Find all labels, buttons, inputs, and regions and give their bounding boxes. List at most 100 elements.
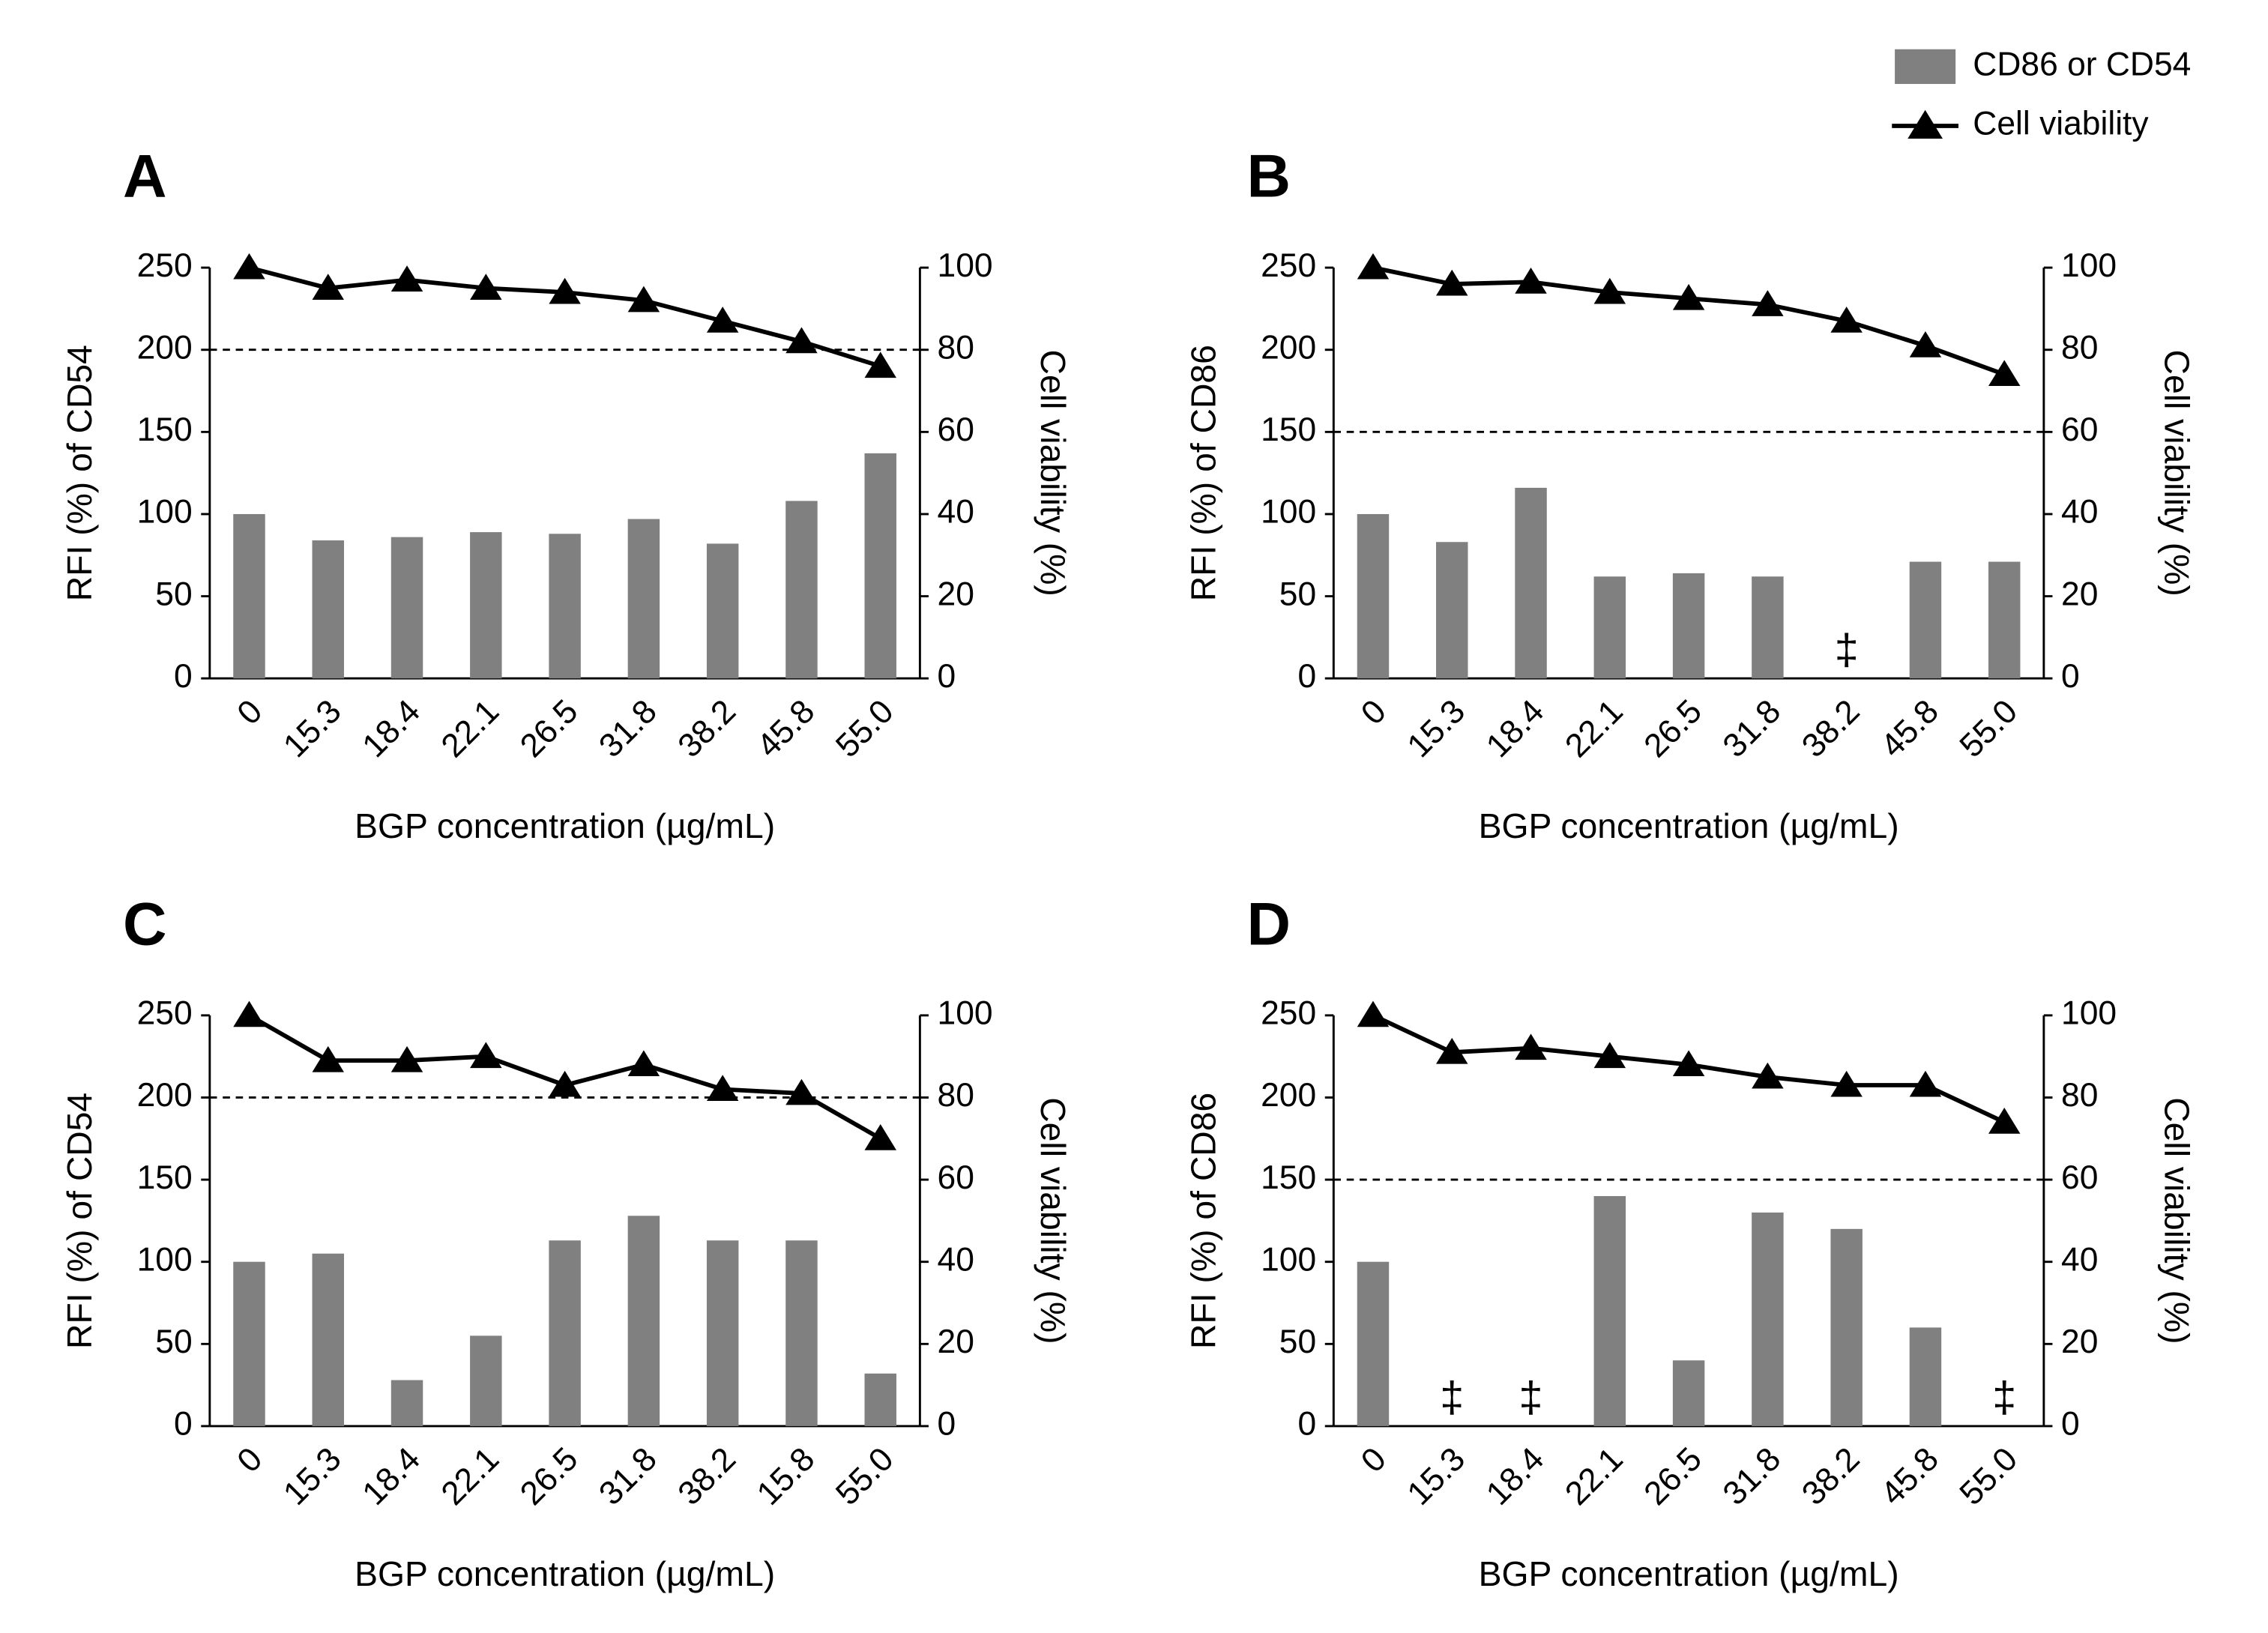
bar [470, 1335, 502, 1426]
viability-marker [1909, 330, 1942, 357]
y2-tick-label: 20 [938, 1323, 974, 1360]
viability-marker [1436, 269, 1468, 296]
bar [864, 1373, 896, 1426]
y-axis-title: RFI (%) of CD86 [1184, 345, 1223, 601]
bar [549, 534, 581, 679]
y2-tick-label: 40 [938, 1241, 974, 1278]
viability-marker [1515, 1033, 1547, 1060]
y2-tick-label: 60 [2061, 411, 2098, 448]
viability-marker [1672, 283, 1705, 310]
y-tick-label: 200 [137, 329, 193, 366]
viability-marker [390, 1045, 423, 1072]
y2-tick-label: 0 [2061, 658, 2080, 695]
y2-tick-label: 60 [938, 1159, 974, 1196]
viability-marker [1436, 1037, 1468, 1064]
y-tick-label: 150 [137, 1159, 193, 1196]
y-tick-label: 250 [137, 247, 193, 284]
y2-tick-label: 0 [938, 658, 956, 695]
legend-marker [1907, 109, 1943, 139]
y-tick-label: 250 [1261, 995, 1316, 1032]
viability-marker [1357, 1000, 1390, 1027]
panel-label: C [123, 890, 167, 958]
y-tick-label: 200 [1261, 329, 1316, 366]
bar [1436, 542, 1468, 679]
y-tick-label: 100 [137, 1241, 193, 1278]
viability-marker [864, 1123, 896, 1150]
viability-marker [312, 1045, 344, 1072]
y-tick-label: 150 [1261, 411, 1316, 448]
viability-marker [233, 253, 265, 280]
viability-marker [627, 1050, 660, 1077]
viability-marker [1988, 1108, 2021, 1134]
y-tick-label: 0 [1297, 658, 1316, 695]
x-axis-title: BGP concentration (µg/mL) [1479, 1554, 1899, 1593]
bar-label: ‡ [1440, 1373, 1464, 1421]
y2-tick-label: 80 [2061, 329, 2098, 366]
bar [706, 543, 739, 679]
y2-tick-label: 60 [938, 411, 974, 448]
y-axis-title: RFI (%) of CD54 [60, 345, 99, 601]
viability-marker [1830, 1070, 1863, 1097]
viability-marker [706, 307, 739, 333]
y2-tick-label: 100 [2061, 995, 2117, 1032]
viability-marker [1515, 268, 1547, 294]
bar [1752, 1212, 1784, 1426]
bar [233, 513, 265, 679]
y-tick-label: 150 [1261, 1159, 1316, 1196]
bar [470, 532, 502, 679]
y-tick-label: 50 [1279, 576, 1316, 612]
bar-label: ‡ [1518, 1373, 1542, 1421]
bar [627, 519, 660, 679]
viability-marker [233, 1000, 265, 1027]
y-axis-title: RFI (%) of CD86 [1184, 1093, 1223, 1349]
y2-tick-label: 40 [938, 494, 974, 531]
y2-tick-label: 20 [938, 576, 974, 612]
y-tick-label: 100 [1261, 494, 1316, 531]
bar [1830, 1228, 1863, 1426]
viability-marker [1357, 253, 1390, 280]
viability-marker [470, 274, 502, 300]
y2-tick-label: 80 [938, 329, 974, 366]
bar [1752, 576, 1784, 679]
y2-tick-label: 100 [2061, 247, 2117, 284]
y-tick-label: 0 [1297, 1406, 1316, 1443]
legend-swatch [1895, 49, 1956, 85]
bar [864, 453, 896, 679]
bar-label: ‡ [1835, 626, 1859, 674]
viability-marker [706, 1075, 739, 1101]
y2-tick-label: 60 [2061, 1159, 2098, 1196]
bar [1357, 513, 1390, 679]
y2-tick-label: 20 [2061, 576, 2098, 612]
bar [1988, 561, 2021, 679]
y2-tick-label: 100 [938, 247, 993, 284]
viability-marker [470, 1042, 502, 1069]
panel-label: D [1247, 890, 1291, 958]
bar [1909, 1327, 1942, 1426]
panel-label: A [123, 143, 167, 211]
bar [785, 501, 818, 679]
legend-label: CD86 or CD54 [1973, 46, 2191, 83]
viability-marker [1593, 277, 1626, 304]
bar [627, 1216, 660, 1426]
bar [1515, 487, 1547, 679]
viability-marker [1909, 1070, 1942, 1097]
y-tick-label: 0 [174, 658, 193, 695]
y2-tick-label: 0 [2061, 1406, 2080, 1443]
bar [1593, 576, 1626, 679]
y2-axis-title: Cell viability (%) [2157, 350, 2196, 597]
bar [1357, 1261, 1390, 1426]
y-tick-label: 250 [137, 995, 193, 1032]
viability-marker [1672, 1050, 1705, 1077]
bar [785, 1240, 818, 1426]
y2-tick-label: 40 [2061, 494, 2098, 531]
viability-marker [1752, 290, 1784, 316]
viability-marker [1593, 1042, 1626, 1069]
viability-marker [1830, 307, 1863, 333]
viability-marker [785, 327, 818, 354]
bar [1593, 1196, 1626, 1426]
y-tick-label: 100 [1261, 1241, 1316, 1278]
viability-marker [312, 274, 344, 300]
viability-marker [1988, 360, 2021, 387]
